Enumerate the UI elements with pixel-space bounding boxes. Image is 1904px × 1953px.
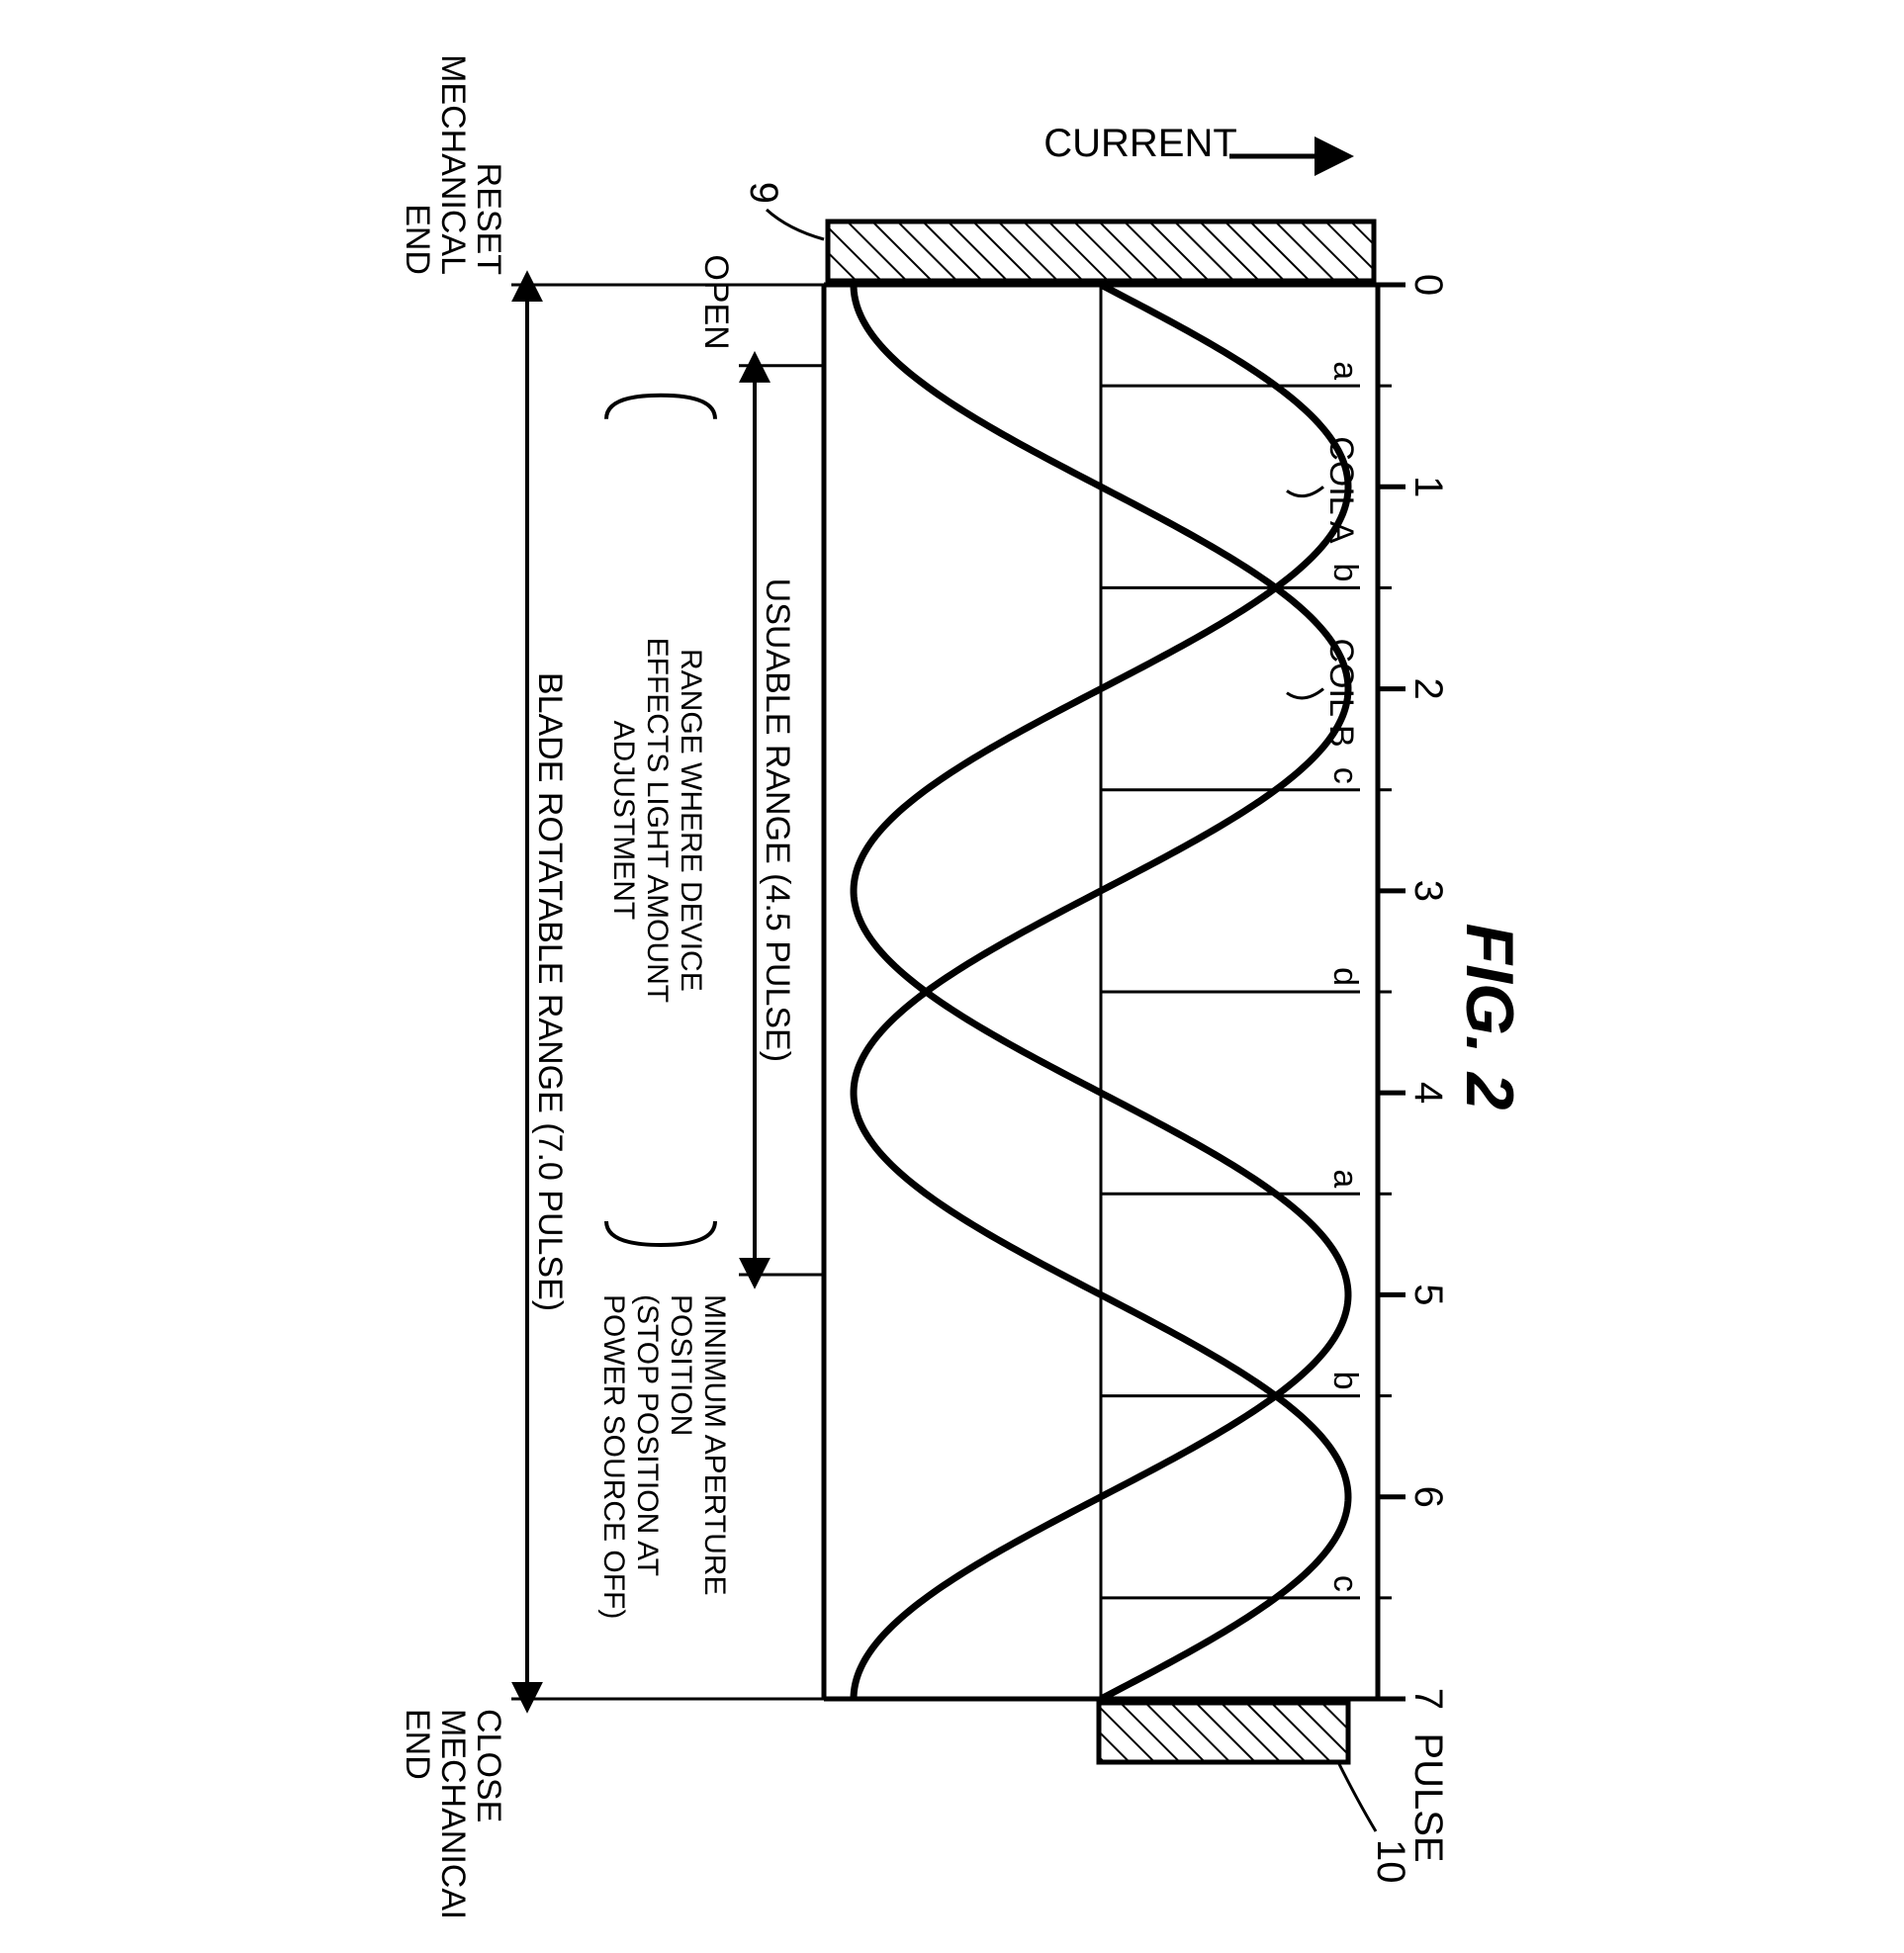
x-tick: 1 bbox=[1406, 476, 1450, 497]
blade-range-label: BLADE ROTATABLE RANGE (7.0 PULSE) bbox=[531, 671, 569, 1310]
usable-paren-line: ADJUSTMENT bbox=[607, 720, 640, 920]
reset-end-line: END bbox=[399, 204, 436, 275]
phase-mark: d bbox=[1326, 967, 1364, 986]
x-axis-unit: PULSE bbox=[1406, 1732, 1450, 1862]
close-end-line: MECHANICAL bbox=[434, 1709, 472, 1916]
stopper-left-number: 9 bbox=[742, 181, 785, 203]
min-aperture-line: MINIMUM APERTURE bbox=[698, 1294, 731, 1595]
x-tick: 0 bbox=[1406, 273, 1450, 295]
phase-mark: b bbox=[1326, 563, 1364, 581]
reset-end-line: RESET bbox=[470, 162, 507, 274]
min-aperture-line: POSITION bbox=[665, 1294, 697, 1436]
x-tick: 4 bbox=[1406, 1082, 1450, 1104]
figure-title: FIG. 2 bbox=[1452, 923, 1527, 1110]
open-label: OPEN bbox=[697, 254, 735, 349]
phase-mark: a bbox=[1326, 361, 1364, 380]
x-tick: 3 bbox=[1406, 879, 1450, 901]
usable-range-label: USUABLE RANGE (4.5 PULSE) bbox=[759, 577, 796, 1061]
coil-b-label: COIL B bbox=[1322, 638, 1360, 747]
paren-left-icon bbox=[606, 395, 715, 418]
x-tick: 2 bbox=[1406, 677, 1450, 699]
figure-svg: FIG. 2 0 1 2 3 4 5 6 7 PULSE COIL A COIL B a b c d a b c 9 1… bbox=[359, 38, 1546, 1916]
stopper-left bbox=[828, 222, 1374, 281]
coil-a-label: COIL A bbox=[1322, 436, 1360, 544]
rotated-stage: FIG. 2 0 1 2 3 4 5 6 7 PULSE COIL A COIL B a b c d a b c 9 1… bbox=[359, 38, 1546, 1916]
stopper-right-number: 10 bbox=[1369, 1839, 1412, 1884]
phase-mark: b bbox=[1326, 1371, 1364, 1389]
paren-right-icon bbox=[606, 1221, 715, 1245]
y-axis-label: CURRENT bbox=[1043, 122, 1237, 165]
close-end-line: CLOSE bbox=[470, 1709, 507, 1822]
reset-end-line: MECHANICAL bbox=[434, 54, 472, 275]
close-end-line: END bbox=[399, 1709, 436, 1780]
usable-paren-line: RANGE WHERE DEVICE bbox=[675, 648, 707, 991]
min-aperture-line: (STOP POSITION AT bbox=[631, 1294, 664, 1576]
stopper-right bbox=[1099, 1703, 1348, 1762]
phase-mark: c bbox=[1326, 766, 1364, 783]
min-aperture-line: POWER SOURCE OFF) bbox=[597, 1294, 630, 1619]
usable-paren-line: EFFECTS LIGHT AMOUNT bbox=[641, 637, 674, 1002]
x-tick: 5 bbox=[1406, 1284, 1450, 1305]
x-tick: 7 bbox=[1406, 1687, 1450, 1709]
x-tick: 6 bbox=[1406, 1485, 1450, 1507]
phase-mark: c bbox=[1326, 1574, 1364, 1591]
phase-mark: a bbox=[1326, 1169, 1364, 1188]
